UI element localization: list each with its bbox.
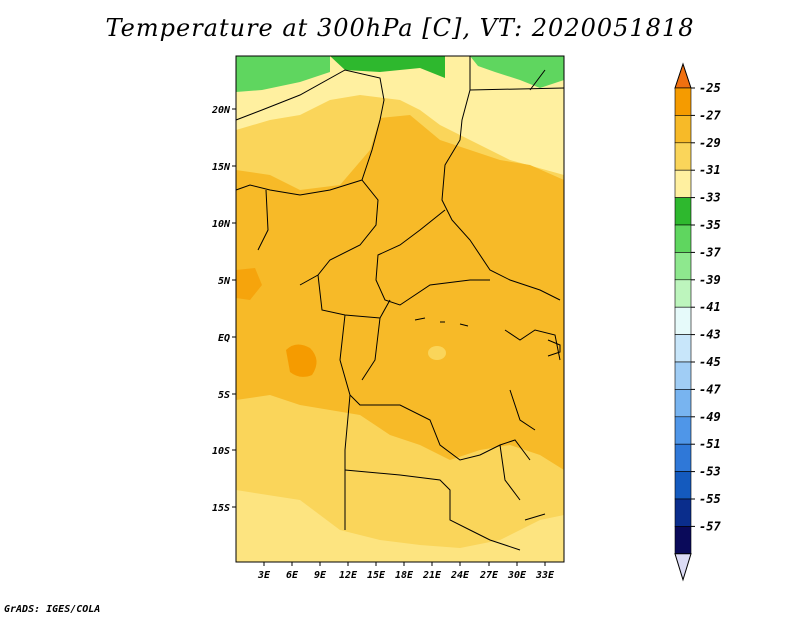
page-title: Temperature at 300hPa [C], VT: 202005181… xyxy=(105,14,695,42)
colorbar-label: -31 xyxy=(699,163,721,177)
grads-credit: GrADS: IGES/COLA xyxy=(4,604,101,615)
lat-label: 10N xyxy=(212,219,236,230)
band-minus33-minus31-island xyxy=(428,346,446,360)
colorbar-segment xyxy=(674,306,692,335)
svg-text:3E: 3E xyxy=(257,570,271,581)
lon-label: 6E xyxy=(286,562,299,581)
svg-text:10S: 10S xyxy=(212,446,230,457)
temperature-field xyxy=(236,56,564,562)
lat-label: 10S xyxy=(212,446,236,457)
colorbar-segment xyxy=(674,526,692,555)
colorbar-label: -51 xyxy=(699,437,721,451)
colorbar-label: -35 xyxy=(699,218,721,232)
colorbar-label: -55 xyxy=(699,492,721,506)
colorbar-segment xyxy=(674,142,692,171)
colorbar-segment xyxy=(674,169,692,198)
band-minus29-minus27-pocket xyxy=(286,344,317,377)
svg-text:10N: 10N xyxy=(212,219,231,230)
svg-text:9E: 9E xyxy=(314,570,327,581)
lat-label: 15N xyxy=(212,162,236,173)
svg-text:18E: 18E xyxy=(395,570,414,581)
colorbar-segment xyxy=(674,416,692,445)
colorbar-label: -47 xyxy=(699,382,721,396)
svg-text:6E: 6E xyxy=(286,570,299,581)
svg-text:21E: 21E xyxy=(422,570,442,581)
colorbar-label: -25 xyxy=(699,81,721,95)
colorbar-label: -53 xyxy=(699,465,721,479)
lat-label: EQ xyxy=(218,333,236,344)
colorbar-segment xyxy=(674,87,692,116)
lon-label: 15E xyxy=(367,562,386,581)
colorbar: -25 -27 -29 -31 -33 -35 -37 -39 -41 -43 -45 -47 -49 -… xyxy=(674,62,721,582)
colorbar-label: -57 xyxy=(699,519,721,533)
colorbar-segment xyxy=(674,443,692,472)
colorbar-segment xyxy=(674,279,692,308)
lon-label: 33E xyxy=(535,562,555,581)
svg-text:12E: 12E xyxy=(339,570,358,581)
colorbar-top-triangle xyxy=(674,62,692,89)
lon-label: 27E xyxy=(479,562,499,581)
colorbar-label: -27 xyxy=(699,108,721,122)
colorbar-segment xyxy=(674,389,692,418)
colorbar-label: -37 xyxy=(699,245,721,259)
svg-text:EQ: EQ xyxy=(218,333,230,344)
lon-label: 24E xyxy=(450,562,470,581)
svg-text:20N: 20N xyxy=(211,105,231,116)
svg-text:15N: 15N xyxy=(212,162,231,173)
colorbar-label: -43 xyxy=(699,328,721,342)
colorbar-label: -45 xyxy=(699,355,721,369)
colorbar-label: -29 xyxy=(699,136,721,150)
lon-label: 30E xyxy=(507,562,527,581)
svg-text:33E: 33E xyxy=(535,570,555,581)
colorbar-segment xyxy=(674,252,692,281)
svg-text:5S: 5S xyxy=(218,390,230,401)
lat-axis: 20N 15N 10N 5N EQ 5S 10S 15S xyxy=(211,105,236,514)
lat-label: 5N xyxy=(218,276,236,287)
lon-label: 3E xyxy=(257,562,271,581)
lat-label: 20N xyxy=(211,105,236,116)
lon-label: 18E xyxy=(395,562,414,581)
colorbar-segment xyxy=(674,361,692,390)
lat-label: 5S xyxy=(218,390,236,401)
map-frame xyxy=(235,55,565,563)
lon-axis: 3E 6E 9E 12E 15E 18E 21E 24E 27E 30E 33E xyxy=(257,562,555,581)
svg-text:15S: 15S xyxy=(212,503,230,514)
colorbar-bottom-triangle xyxy=(674,553,692,582)
lon-label: 12E xyxy=(339,562,358,581)
colorbar-segment xyxy=(674,224,692,253)
colorbar-label: -41 xyxy=(699,300,721,314)
colorbar-segment xyxy=(674,197,692,226)
colorbar-label: -39 xyxy=(699,273,721,287)
colorbar-segment xyxy=(674,334,692,363)
country-borders xyxy=(235,56,565,551)
band-minus31-minus29 xyxy=(236,115,564,470)
band-minus35-minus33-south xyxy=(236,490,564,562)
svg-text:27E: 27E xyxy=(479,570,499,581)
svg-text:5N: 5N xyxy=(218,276,231,287)
lat-label: 15S xyxy=(212,503,236,514)
band-minus39-minus37-west xyxy=(236,56,330,92)
band-minus39-minus37-east xyxy=(470,56,564,88)
colorbar-label: -49 xyxy=(699,410,721,424)
band-minus29-minus27-coast xyxy=(236,268,262,300)
svg-text:24E: 24E xyxy=(450,570,470,581)
colorbar-segment xyxy=(674,115,692,144)
svg-text:15E: 15E xyxy=(367,570,386,581)
colorbar-label: -33 xyxy=(699,191,721,205)
band-minus35-minus33-north xyxy=(236,56,564,175)
band-minus37-minus35-west xyxy=(236,56,445,78)
lon-label: 9E xyxy=(314,562,327,581)
svg-text:30E: 30E xyxy=(507,570,527,581)
colorbar-segment xyxy=(674,498,692,527)
colorbar-segment xyxy=(674,471,692,500)
lon-label: 21E xyxy=(422,562,442,581)
